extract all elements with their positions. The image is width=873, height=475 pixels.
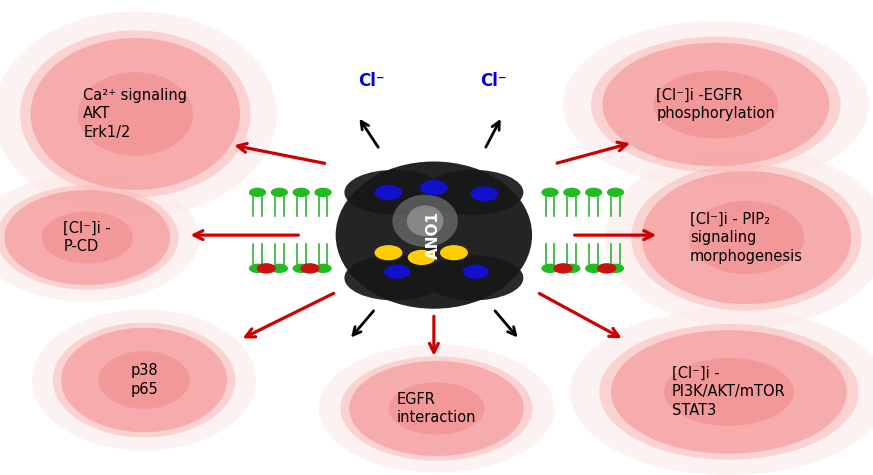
Ellipse shape — [388, 382, 485, 435]
Circle shape — [563, 188, 581, 197]
Ellipse shape — [407, 205, 443, 236]
Text: p38
p65: p38 p65 — [130, 363, 158, 397]
Circle shape — [408, 250, 436, 265]
Circle shape — [541, 264, 559, 273]
Text: Ca²⁺ signaling
AKT
Erk1/2: Ca²⁺ signaling AKT Erk1/2 — [83, 88, 188, 140]
Ellipse shape — [319, 344, 554, 473]
Ellipse shape — [53, 323, 236, 437]
Text: [Cl⁻]i -EGFR
phosphorylation: [Cl⁻]i -EGFR phosphorylation — [656, 88, 775, 121]
Ellipse shape — [344, 170, 445, 215]
Ellipse shape — [563, 21, 870, 188]
Text: Cl⁻: Cl⁻ — [480, 72, 506, 90]
Ellipse shape — [31, 38, 240, 190]
Circle shape — [440, 245, 468, 260]
Ellipse shape — [0, 11, 277, 217]
Circle shape — [585, 188, 602, 197]
Text: [Cl⁻]i - PIP₂
signaling
morphogenesis: [Cl⁻]i - PIP₂ signaling morphogenesis — [690, 211, 803, 264]
Ellipse shape — [78, 72, 193, 156]
Ellipse shape — [99, 352, 189, 408]
Circle shape — [384, 265, 410, 279]
Ellipse shape — [344, 256, 445, 300]
Ellipse shape — [0, 173, 199, 302]
Ellipse shape — [61, 328, 227, 432]
Ellipse shape — [335, 162, 532, 309]
Circle shape — [607, 188, 624, 197]
Circle shape — [249, 188, 266, 197]
Ellipse shape — [393, 195, 458, 247]
Ellipse shape — [423, 170, 524, 215]
Ellipse shape — [642, 171, 851, 304]
Circle shape — [375, 245, 402, 260]
Text: EGFR
interaction: EGFR interaction — [396, 392, 477, 425]
Text: ANO1: ANO1 — [426, 211, 442, 259]
Ellipse shape — [4, 190, 170, 285]
Circle shape — [300, 263, 320, 274]
Ellipse shape — [605, 148, 873, 327]
Ellipse shape — [599, 324, 858, 460]
Ellipse shape — [0, 185, 179, 290]
Circle shape — [271, 188, 288, 197]
Circle shape — [553, 263, 573, 274]
Circle shape — [607, 264, 624, 273]
Ellipse shape — [570, 309, 873, 475]
Circle shape — [314, 188, 332, 197]
Circle shape — [463, 265, 489, 279]
Ellipse shape — [42, 211, 133, 264]
Circle shape — [271, 264, 288, 273]
Circle shape — [420, 180, 448, 195]
Ellipse shape — [340, 356, 533, 461]
Circle shape — [563, 264, 581, 273]
Ellipse shape — [20, 30, 251, 198]
Circle shape — [585, 264, 602, 273]
Circle shape — [471, 186, 498, 201]
Circle shape — [541, 188, 559, 197]
Ellipse shape — [631, 164, 862, 311]
Ellipse shape — [349, 361, 524, 456]
Ellipse shape — [611, 330, 847, 454]
Text: Cl⁻: Cl⁻ — [358, 72, 384, 90]
Ellipse shape — [689, 201, 804, 274]
Ellipse shape — [32, 310, 256, 450]
Circle shape — [314, 264, 332, 273]
Text: [Cl⁻]i -
P-CD: [Cl⁻]i - P-CD — [64, 221, 111, 254]
Circle shape — [292, 264, 310, 273]
Circle shape — [257, 263, 276, 274]
Ellipse shape — [602, 43, 829, 166]
Ellipse shape — [591, 37, 841, 172]
Ellipse shape — [664, 358, 794, 426]
Circle shape — [597, 263, 616, 274]
Text: [Cl⁻]i -
PI3K/AKT/mTOR
STAT3: [Cl⁻]i - PI3K/AKT/mTOR STAT3 — [672, 366, 786, 418]
Circle shape — [375, 185, 402, 200]
Ellipse shape — [423, 256, 524, 300]
Circle shape — [249, 264, 266, 273]
Circle shape — [292, 188, 310, 197]
Ellipse shape — [653, 71, 779, 139]
